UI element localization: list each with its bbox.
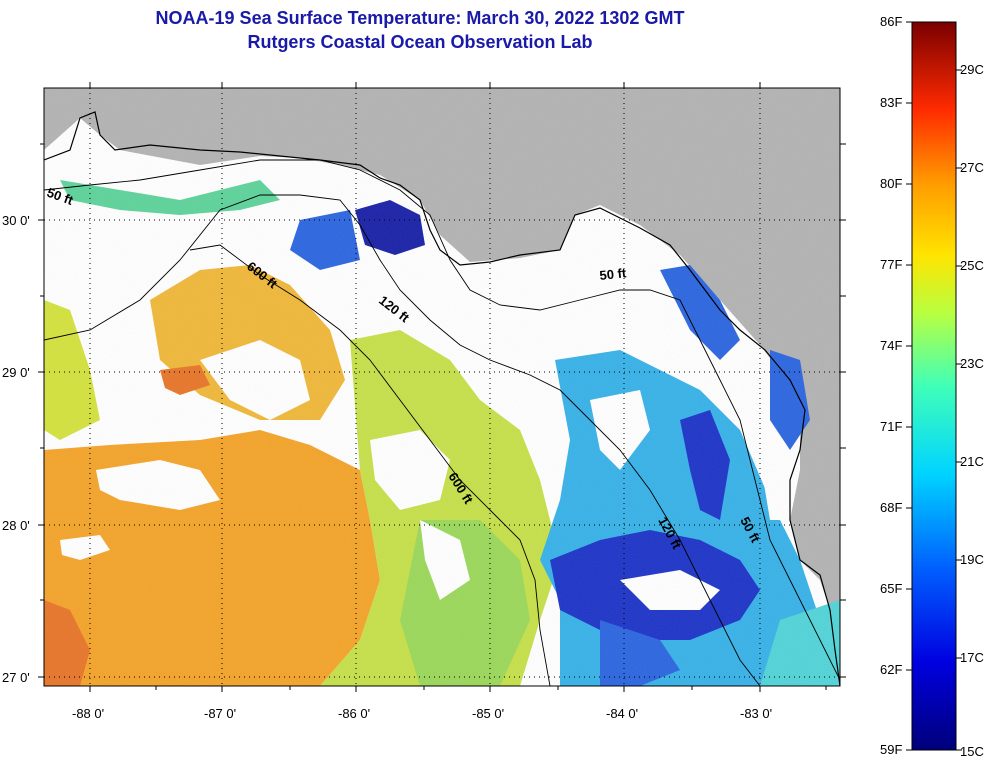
colorbar-f-label: 62F xyxy=(880,662,902,677)
lat-label: 30 0' xyxy=(2,213,30,228)
lon-label: -85 0' xyxy=(472,706,504,721)
lat-label: 28 0' xyxy=(2,518,30,533)
lon-label: -84 0' xyxy=(606,706,638,721)
colorbar-f-label: 74F xyxy=(880,338,902,353)
colorbar-f-label: 71F xyxy=(880,419,902,434)
lon-label: -88 0' xyxy=(72,706,104,721)
colorbar xyxy=(911,21,957,751)
lat-label: 27 0' xyxy=(2,670,30,685)
colorbar-f-label: 86F xyxy=(880,14,902,29)
colorbar-c-label: 15C xyxy=(960,744,984,759)
colorbar-f-label: 68F xyxy=(880,500,902,515)
contour-120ft xyxy=(44,194,761,686)
coastline xyxy=(44,111,840,686)
colorbar-c-label: 19C xyxy=(960,552,984,567)
lon-label: -86 0' xyxy=(338,706,370,721)
frame-ticks xyxy=(38,82,846,692)
map-title: NOAA-19 Sea Surface Temperature: March 3… xyxy=(155,8,685,28)
colorbar-ticks xyxy=(906,21,962,751)
colorbar-c-label: 29C xyxy=(960,62,984,77)
sensor-texture xyxy=(44,88,840,686)
colorbar-f-label: 65F xyxy=(880,581,902,596)
contour-600ft xyxy=(189,244,551,686)
map-frame xyxy=(43,87,841,687)
colorbar-c-label: 21C xyxy=(960,454,984,469)
lat-label: 29 0' xyxy=(2,365,30,380)
colorbar-f-label: 83F xyxy=(880,95,902,110)
colorbar-c-label: 25C xyxy=(960,258,984,273)
map-subtitle: Rutgers Coastal Ocean Observation Lab xyxy=(247,32,593,52)
lon-label: -87 0' xyxy=(204,706,236,721)
colorbar-f-label: 80F xyxy=(880,176,902,191)
colorbar-f-label: 77F xyxy=(880,257,902,272)
colorbar-c-label: 27C xyxy=(960,160,984,175)
colorbar-c-label: 17C xyxy=(960,650,984,665)
contour-50ft xyxy=(44,159,840,681)
contour-label: 50 ft xyxy=(599,265,628,283)
colorbar-c-label: 23C xyxy=(960,356,984,371)
lon-label: -83 0' xyxy=(740,706,772,721)
colorbar-f-label: 59F xyxy=(880,742,902,757)
